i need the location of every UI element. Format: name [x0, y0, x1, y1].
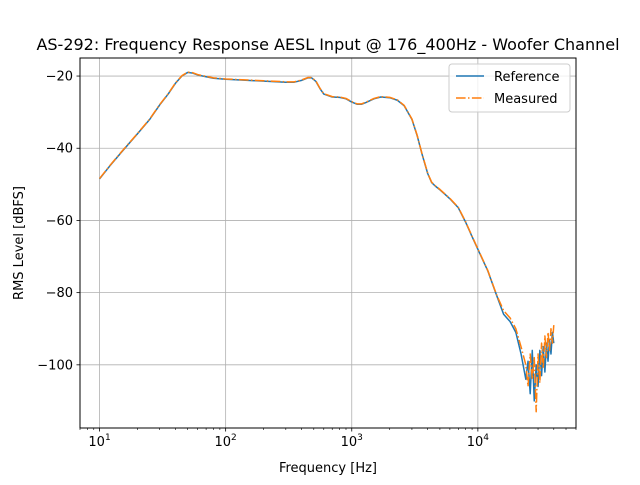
grid-layer: [80, 58, 576, 428]
legend: Reference Measured: [448, 63, 571, 113]
x-axis-label: Frequency [Hz]: [279, 461, 377, 476]
plot-area: [80, 58, 576, 428]
chart-title: AS-292: Frequency Response AESL Input @ …: [36, 35, 619, 55]
y-tick-label: −100: [37, 358, 73, 373]
y-tick-label: −60: [46, 214, 73, 229]
x-tick-label: 104: [467, 433, 490, 450]
x-tick-label: 102: [215, 433, 237, 450]
legend-label-measured: Measured: [494, 92, 558, 107]
series-line-measured: [98, 71, 555, 413]
x-tick-label: 103: [341, 433, 363, 450]
x-tick-label: 101: [88, 433, 110, 450]
y-tick-label: −20: [46, 70, 73, 85]
legend-label-reference: Reference: [494, 70, 559, 85]
series-layer: [98, 71, 555, 413]
y-tick-label: −80: [46, 286, 73, 301]
plot-frame: [79, 57, 577, 429]
tick-layer: 101 102 103 104 −20 −40 −60 −80 −100: [37, 70, 577, 450]
y-tick-label: −40: [46, 142, 73, 157]
y-axis-label: RMS Level [dBFS]: [12, 186, 27, 300]
plot-background: [80, 58, 576, 428]
